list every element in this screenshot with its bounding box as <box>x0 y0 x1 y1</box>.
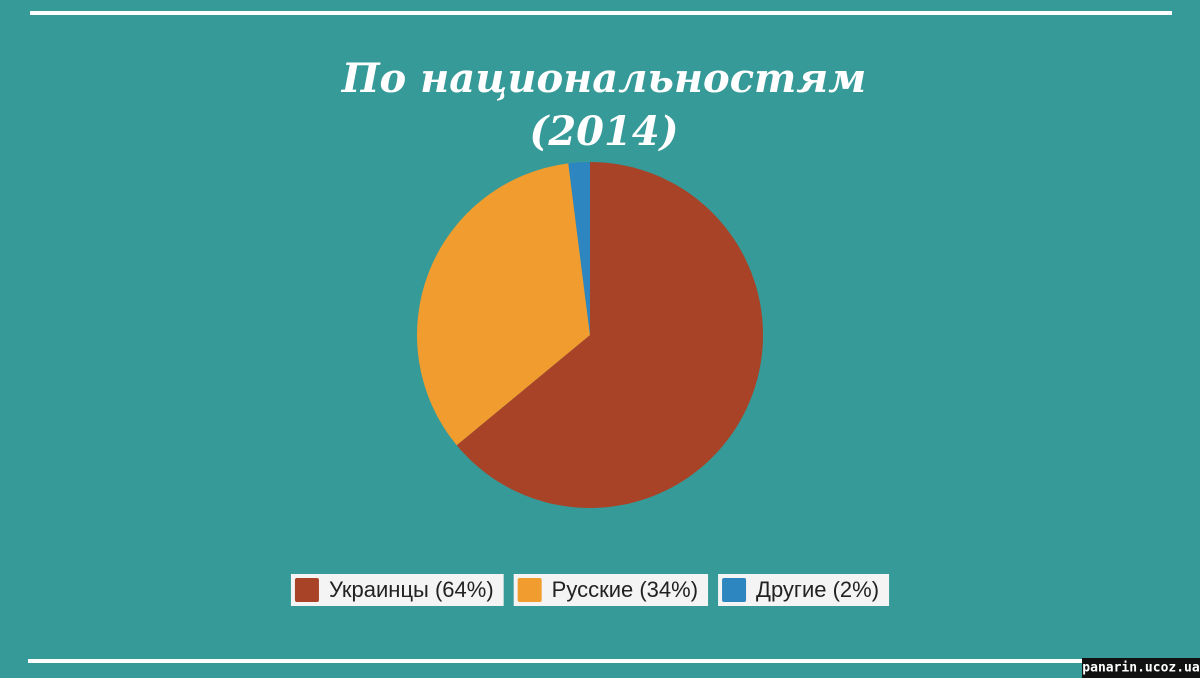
chart-subtitle: (2014) <box>529 108 678 155</box>
pie-slice <box>568 162 590 335</box>
legend-swatch <box>517 578 542 602</box>
watermark-bg <box>1082 658 1200 678</box>
legend-swatch <box>294 578 319 602</box>
legend-label: Другие (2%) <box>756 577 879 602</box>
chart-title: По национальностям <box>341 55 867 102</box>
legend-box <box>290 574 504 606</box>
legend-box <box>718 574 890 606</box>
pie-slice <box>416 163 590 446</box>
watermark: panarin.ucoz.ua <box>1082 661 1200 676</box>
pie-slice <box>456 162 763 508</box>
legend-box <box>513 574 709 606</box>
legend-item: Другие (2%) <box>718 574 890 606</box>
legend-swatch <box>722 578 747 602</box>
legend-label: Украинцы (64%) <box>329 577 494 602</box>
legend-item: Украинцы (64%) <box>290 574 504 606</box>
legend-item: Русские (34%) <box>513 574 709 606</box>
legend-label: Русские (34%) <box>552 577 698 602</box>
